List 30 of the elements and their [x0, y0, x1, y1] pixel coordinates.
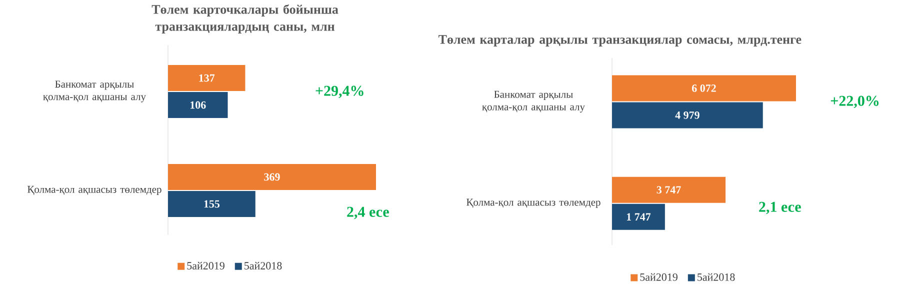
chart-title: Төлем карточкалары бойынша транзакциялардың саны, млн [152, 4, 338, 34]
data-label: 3 747 [656, 186, 681, 194]
data-label: 155 [204, 200, 220, 208]
legend-label: 5ай2019 [187, 262, 224, 270]
bar [612, 176, 726, 203]
bar [612, 75, 796, 102]
bar [612, 102, 763, 128]
legend-label: 5ай2018 [244, 262, 282, 270]
annotation: 2,4 есе [347, 206, 389, 220]
annotation: 2,1 есе [759, 202, 801, 214]
data-label: 6 072 [692, 84, 716, 92]
bar [612, 204, 665, 230]
data-label: 106 [190, 101, 206, 109]
y-tick-label: Банкомат арқылы қолма-қол ақшаны алу [482, 90, 585, 113]
bar [168, 92, 228, 118]
bar [168, 65, 246, 92]
y-tick-label: Банкомат арқылы қолма-қол ақшаны алу [43, 80, 146, 102]
legend-label: 5ай2018 [698, 273, 735, 281]
data-label: 4 979 [675, 112, 700, 119]
data-label: 137 [199, 74, 215, 82]
data-label: 369 [264, 173, 280, 181]
bar [168, 164, 376, 190]
chart-title: Төлем карталар арқылы транзакциялар сомасы, млрд.тенге [438, 35, 802, 46]
y-tick-label: Қолма-қол ақшасыз төлемдер [27, 186, 162, 196]
y-tick-label: Қолма-қол ақшасыз төлемдер [466, 198, 600, 208]
bar [168, 190, 256, 217]
text: +22,0% [830, 96, 879, 108]
legend-label: 5ай2019 [640, 273, 678, 281]
data-label: 1 747 [626, 213, 651, 220]
annotation: +29,4% [316, 86, 364, 98]
